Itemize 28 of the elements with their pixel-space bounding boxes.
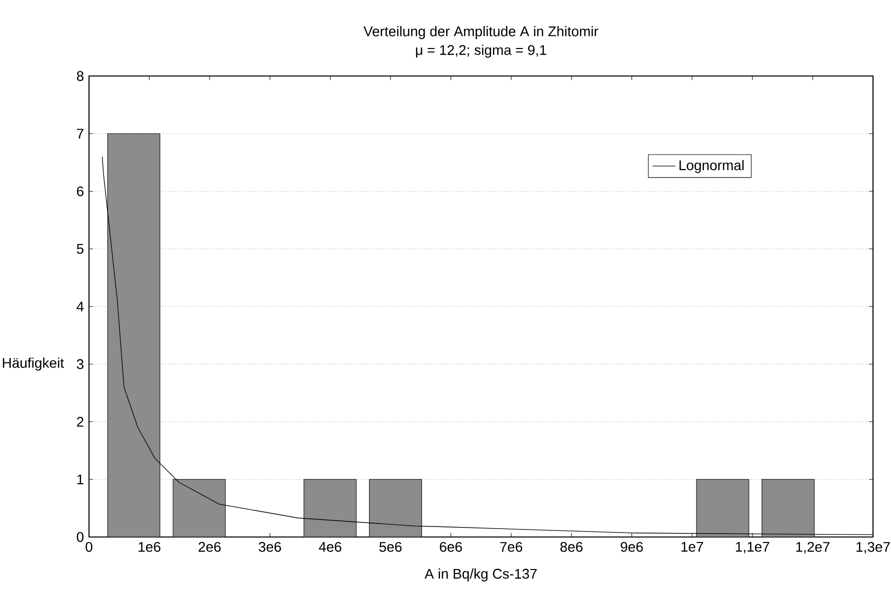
- y-tick-label: 7: [77, 128, 84, 138]
- y-axis-title: Häufigkeit: [2, 358, 64, 371]
- y-tick-label: 8: [76, 71, 84, 81]
- x-tick-label: 9e6: [620, 542, 643, 552]
- x-tick-label: 3e6: [258, 542, 281, 552]
- chart-subtitle: μ = 12,2; sigma = 9,1: [416, 44, 546, 58]
- x-tick-label: 8e6: [560, 542, 583, 552]
- x-tick-label: 7e6: [500, 542, 522, 552]
- y-tick-label: 1: [77, 474, 84, 484]
- y-tick-label: 0: [76, 532, 84, 542]
- x-tick-label: 1,2e7: [796, 542, 830, 554]
- x-tick-label: 4e6: [318, 542, 342, 552]
- x-tick-label: 1,3e7: [856, 542, 890, 554]
- y-tick-label: 4: [76, 302, 84, 312]
- y-tick-label: 2: [77, 416, 84, 427]
- x-tick-label: 1e6: [138, 542, 160, 552]
- x-tick-label: 1e7: [681, 542, 704, 552]
- y-tick-label: 6: [77, 186, 84, 196]
- y-tick-label: 3: [76, 359, 84, 370]
- x-tick-label: 0: [86, 542, 92, 552]
- x-tick-label: 5e6: [379, 542, 402, 552]
- x-tick-label: 1,1e7: [736, 542, 770, 554]
- x-axis-title: A in Bq/kg Cs-137: [424, 568, 537, 582]
- chart-title: Verteilung der Amplitude A in Zhitomir: [364, 26, 598, 40]
- legend-label: Lognormal: [680, 160, 744, 174]
- y-tick-label: 5: [76, 244, 84, 254]
- x-tick-label: 6e6: [440, 542, 462, 552]
- x-tick-label: 2e6: [198, 542, 221, 552]
